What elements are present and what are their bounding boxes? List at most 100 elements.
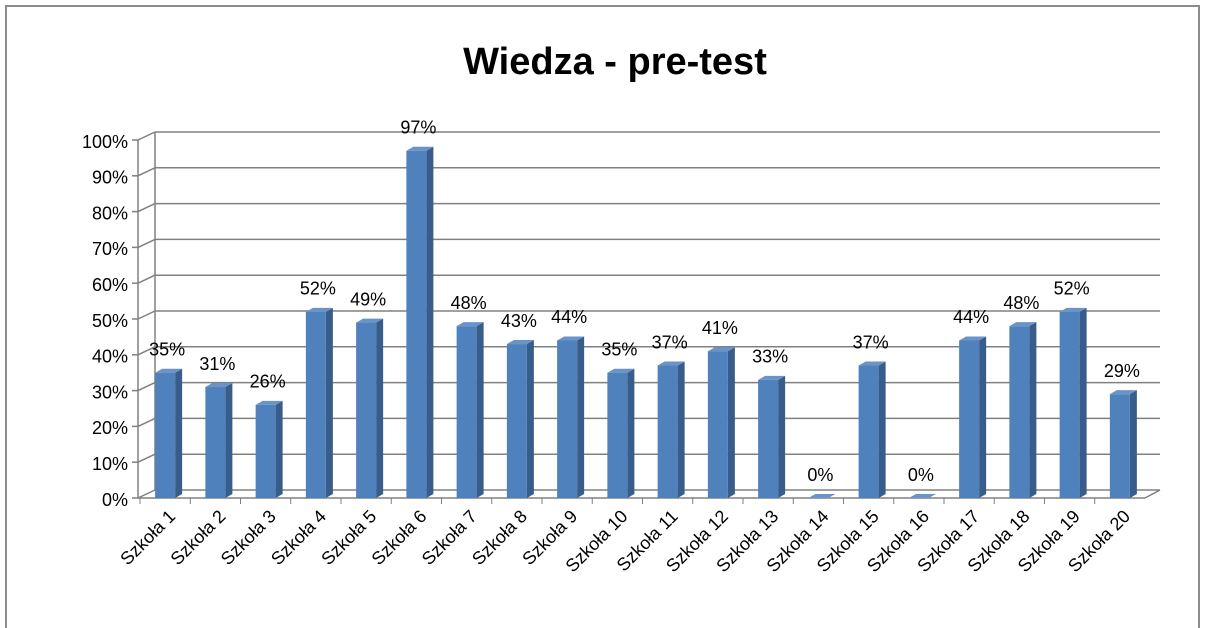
bar-top <box>456 322 484 327</box>
bar <box>607 372 628 498</box>
bar-top <box>657 361 685 366</box>
data-label: 35% <box>149 339 185 359</box>
bar-side <box>526 340 534 498</box>
bar-top <box>255 400 283 405</box>
bar <box>205 387 226 498</box>
grid-line <box>137 238 156 249</box>
bar <box>255 404 276 498</box>
bar-top <box>155 368 183 373</box>
floor-edge <box>1144 489 1161 499</box>
y-tick-label: 40% <box>92 347 128 367</box>
data-label: 41% <box>702 318 738 338</box>
bar-side <box>225 383 233 498</box>
grid-line <box>137 167 156 177</box>
bar-top <box>1109 390 1137 395</box>
bar-top <box>406 146 434 151</box>
bar-side <box>325 307 333 498</box>
y-tick-label: 100% <box>82 132 128 152</box>
y-tick-label: 70% <box>92 239 128 259</box>
bar-side <box>778 375 786 498</box>
bar <box>1009 326 1030 498</box>
data-label: 49% <box>350 289 386 309</box>
bar-side <box>275 400 283 498</box>
bar-top <box>356 318 384 323</box>
data-label: 44% <box>551 307 587 327</box>
data-label: 48% <box>1003 293 1039 313</box>
grid-line <box>137 310 156 320</box>
data-label: 31% <box>199 354 235 374</box>
data-label: 26% <box>250 372 286 392</box>
bar-top <box>808 494 836 498</box>
bar <box>758 379 779 498</box>
bar-top <box>557 336 585 341</box>
grid-line <box>137 453 156 463</box>
bar-side <box>878 361 886 498</box>
y-tick-label: 60% <box>92 275 128 295</box>
bar-side <box>1129 390 1137 498</box>
data-label: 0% <box>807 465 833 485</box>
bar-side <box>979 336 987 498</box>
bar-top <box>758 375 786 380</box>
grid-line <box>137 274 156 284</box>
bar <box>506 344 527 498</box>
bar-top <box>305 307 333 312</box>
bar-top <box>908 494 936 498</box>
bar <box>657 365 678 498</box>
data-label: 43% <box>501 311 537 331</box>
chart-border <box>5 5 1200 628</box>
chart-title: Wiedza - pre-test <box>463 41 767 83</box>
x-tick-label: Szkoła 5 <box>317 506 380 569</box>
bar-side <box>577 336 585 498</box>
data-label: 97% <box>400 117 436 137</box>
bar <box>155 372 176 498</box>
data-label: 52% <box>1054 279 1090 299</box>
grid-line <box>137 417 156 428</box>
bar <box>557 340 578 498</box>
grid-line <box>137 346 156 356</box>
y-tick-label: 30% <box>92 382 128 402</box>
bar-top <box>1059 307 1087 312</box>
grid-line <box>137 489 156 499</box>
bar <box>858 365 879 498</box>
bar-side <box>175 368 183 498</box>
bar <box>959 340 980 498</box>
bar-side <box>677 361 685 498</box>
bar-side <box>1079 307 1087 498</box>
bar <box>1109 394 1130 498</box>
bar-side <box>376 318 384 498</box>
bar-top <box>1009 322 1037 327</box>
bar <box>305 311 326 498</box>
x-tick-label: Szkoła 6 <box>368 506 431 569</box>
data-label: 0% <box>908 465 934 485</box>
bar <box>1059 311 1080 498</box>
data-label: 37% <box>853 332 889 352</box>
bar-side <box>1029 322 1037 498</box>
y-tick-label: 50% <box>92 311 128 331</box>
data-label: 48% <box>451 293 487 313</box>
y-tick-label: 0% <box>102 490 128 510</box>
y-tick-label: 10% <box>92 454 128 474</box>
bar-top <box>205 383 233 388</box>
data-label: 44% <box>953 307 989 327</box>
bar-side <box>727 347 735 498</box>
data-label: 52% <box>300 279 336 299</box>
data-label: 35% <box>601 339 637 359</box>
bar-top <box>506 340 534 345</box>
data-label: 29% <box>1104 361 1140 381</box>
grid-line <box>137 202 156 213</box>
bar-top <box>858 361 886 366</box>
x-tick-label: Szkoła 2 <box>167 506 230 569</box>
x-tick-label: Szkoła 8 <box>468 506 531 569</box>
bar <box>406 150 427 499</box>
x-tick-label: Szkoła 3 <box>217 506 280 569</box>
bar-side <box>476 322 484 498</box>
data-label: 37% <box>652 332 688 352</box>
data-label: 33% <box>752 347 788 367</box>
y-tick-label: 20% <box>92 418 128 438</box>
grid-line <box>137 131 156 141</box>
x-tick-label: Szkoła 7 <box>418 506 481 569</box>
bar <box>707 351 728 498</box>
x-tick-label: Szkoła 1 <box>116 506 179 569</box>
bar <box>356 322 377 498</box>
